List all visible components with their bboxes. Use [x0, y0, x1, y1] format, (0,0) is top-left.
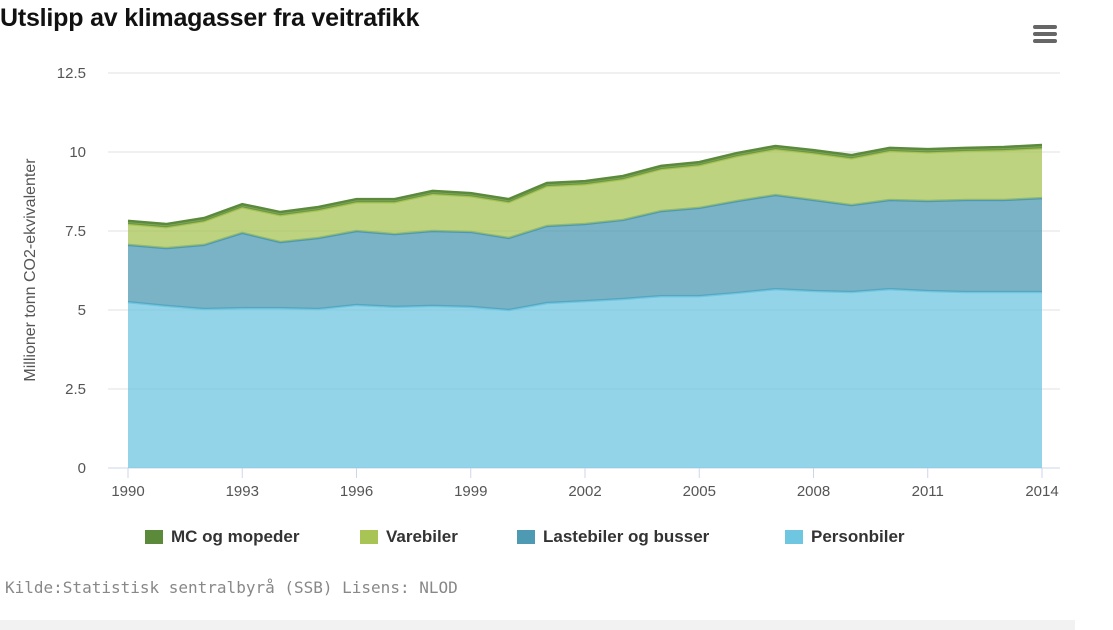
legend-swatch [517, 530, 535, 544]
x-tick-label: 1999 [454, 483, 487, 500]
y-tick-label: 7.5 [65, 223, 86, 240]
source-credit: Kilde:Statistisk sentralbyrå (SSB) Lisen… [5, 578, 458, 597]
y-tick-label: 2.5 [65, 381, 86, 398]
x-tick-label: 1993 [226, 483, 259, 500]
x-tick-label: 2002 [568, 483, 601, 500]
area-varebiler [128, 148, 1042, 249]
area-personbiler [128, 289, 1042, 468]
x-tick-label: 2005 [683, 483, 716, 500]
y-tick-label: 5 [78, 302, 86, 319]
legend-label: Varebiler [386, 527, 458, 546]
legend-item-personbiler[interactable]: Personbiler [785, 527, 905, 547]
legend-swatch [145, 530, 163, 544]
x-tick-label: 1996 [340, 483, 373, 500]
x-tick-label: 2008 [797, 483, 830, 500]
y-axis-label: Millioner tonn CO2-ekvivalenter [22, 158, 39, 382]
y-tick-label: 10 [69, 144, 86, 161]
y-tick-label: 12.5 [57, 65, 86, 82]
line-mc-og-mopeder [127, 143, 1043, 226]
area-lastebiler-og-busser [128, 194, 1042, 310]
bottom-bar [0, 620, 1075, 630]
legend: MC og mopeder Varebiler Lastebiler og bu… [0, 527, 1113, 551]
x-tick-label: 2014 [1025, 483, 1058, 500]
legend-item-varebiler[interactable]: Varebiler [360, 527, 458, 547]
legend-item-mc[interactable]: MC og mopeder [145, 527, 299, 547]
legend-swatch [785, 530, 803, 544]
legend-label: Personbiler [811, 527, 905, 546]
legend-label: MC og mopeder [171, 527, 300, 546]
chart-title: Utslipp av klimagasser fra veitrafikk [0, 4, 420, 32]
hamburger-menu-icon[interactable] [1033, 25, 1057, 45]
x-tick-label: 1990 [111, 483, 144, 500]
legend-item-lastebiler[interactable]: Lastebiler og busser [517, 527, 709, 547]
x-tick-label: 2011 [912, 483, 944, 500]
y-tick-label: 0 [78, 460, 86, 477]
legend-label: Lastebiler og busser [543, 527, 710, 546]
legend-swatch [360, 530, 378, 544]
